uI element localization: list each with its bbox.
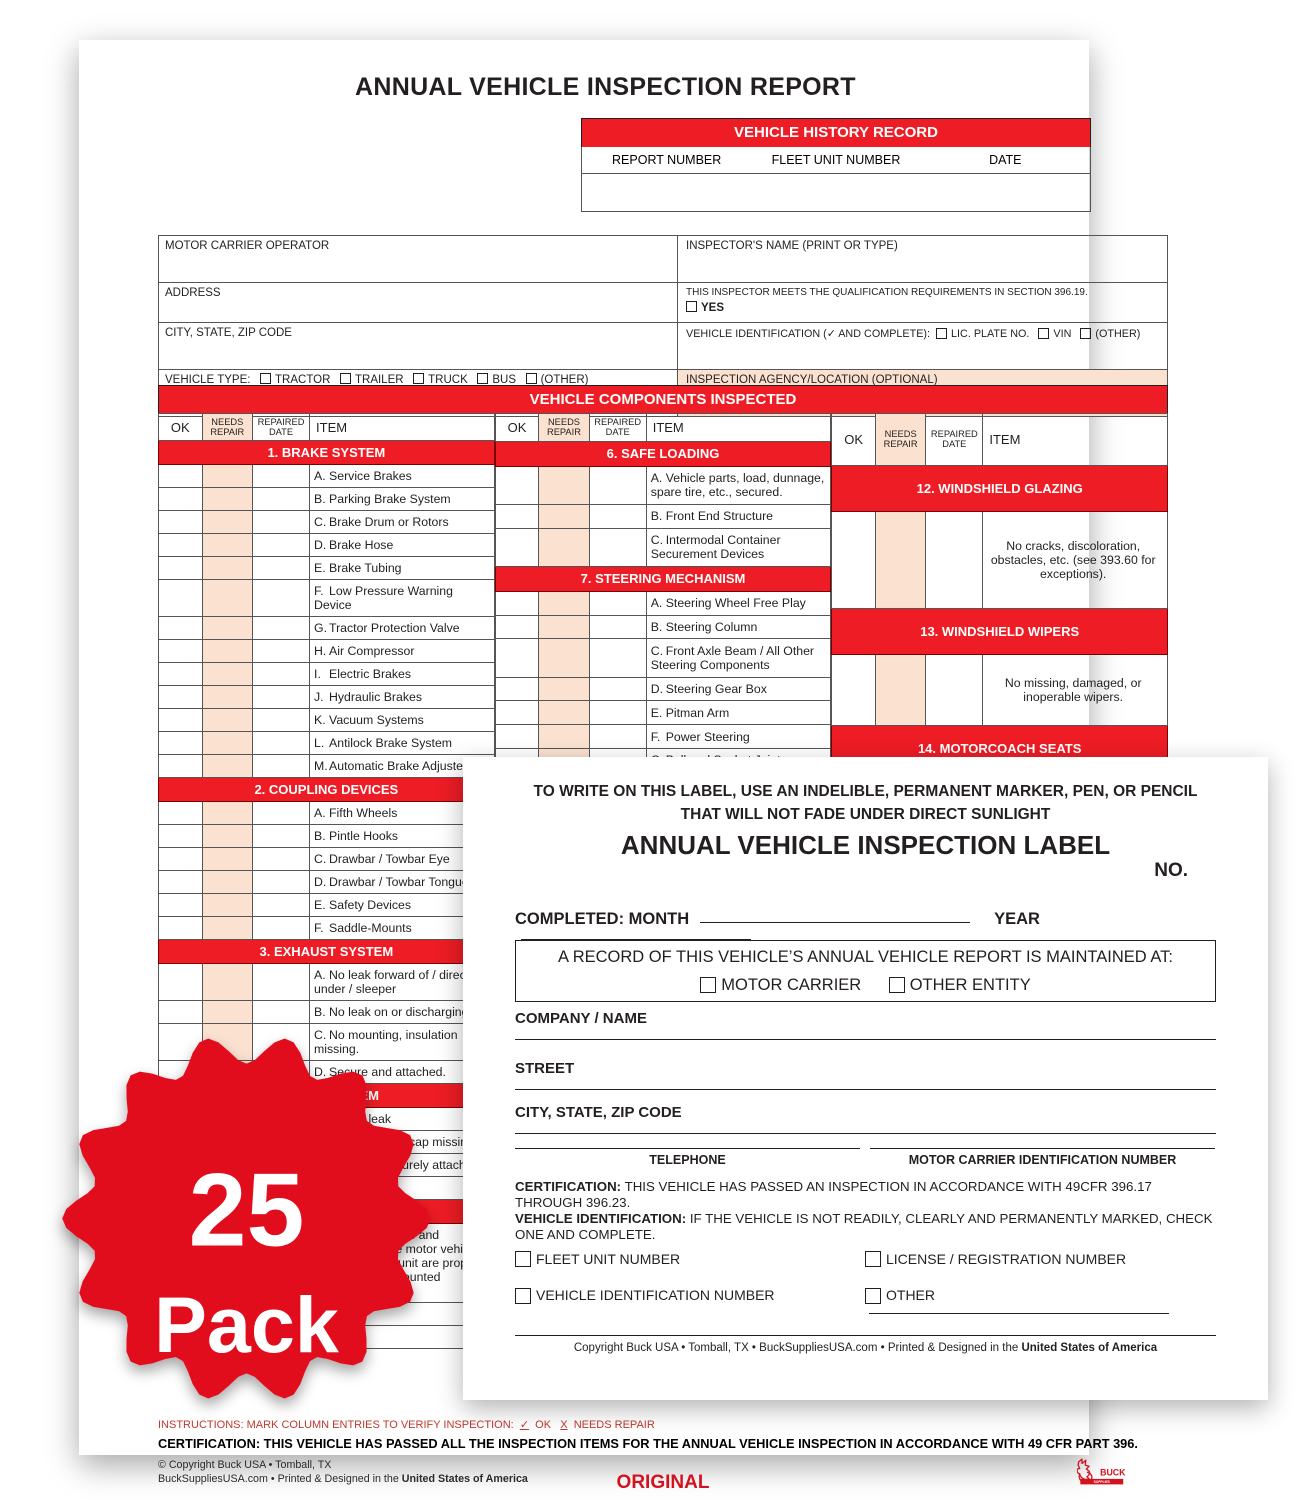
svg-text:25: 25: [189, 1153, 305, 1269]
svg-text:Pack: Pack: [154, 1280, 340, 1369]
svg-text:SUPPLIES: SUPPLIES: [1094, 1480, 1111, 1484]
svg-text:BUCK: BUCK: [1100, 1468, 1126, 1478]
